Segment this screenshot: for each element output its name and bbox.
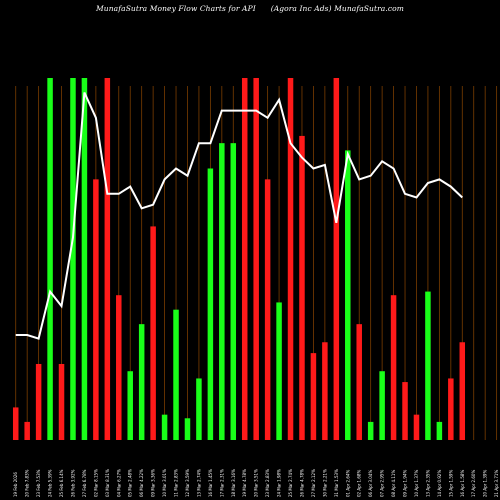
bar-down bbox=[390, 295, 397, 440]
x-tick-label: 23 Feb 7.53% bbox=[36, 469, 41, 497]
chart-title: MunafaSutra Money Flow Charts for API (A… bbox=[0, 4, 500, 13]
x-tick-label: 05 Mar 2.48% bbox=[128, 469, 133, 497]
bar-down bbox=[35, 363, 42, 440]
x-tick-label: 14 Apr 0.92% bbox=[437, 470, 442, 497]
bar-down bbox=[24, 421, 30, 440]
bar-up bbox=[379, 371, 385, 440]
bar-up bbox=[230, 143, 237, 440]
bar-up bbox=[138, 324, 145, 440]
x-tick-label: 18 Mar 3.16% bbox=[231, 469, 236, 497]
bar-down bbox=[264, 179, 271, 441]
bar-down bbox=[241, 78, 248, 440]
bar-up bbox=[219, 143, 225, 440]
x-tick-label: 21 Apr 3.71% bbox=[494, 470, 499, 497]
chart-title-text: MunafaSutra Money Flow Charts for API bbox=[96, 4, 256, 13]
x-tick-label: 13 Mar 2.74% bbox=[196, 469, 201, 497]
x-tick-label: 09 Apr 1.94% bbox=[403, 470, 408, 497]
bar-up bbox=[196, 378, 202, 440]
bar-down bbox=[448, 378, 454, 440]
x-tick-label: 20 Mar 3.51% bbox=[254, 469, 259, 497]
bar-down bbox=[58, 363, 65, 440]
x-tick-label: 16 Apr 1.58% bbox=[460, 470, 465, 497]
bar-down bbox=[322, 342, 328, 440]
x-tick-label: 08 Apr 4.11% bbox=[391, 470, 396, 497]
bar-up bbox=[173, 309, 179, 440]
x-tick-label: 17 Mar 2.31% bbox=[219, 469, 224, 497]
bar-up bbox=[161, 414, 168, 440]
x-tick-label: 16 Mar 1.45% bbox=[208, 469, 213, 497]
x-tick-label: 10 Apr 1.37% bbox=[414, 470, 419, 497]
bar-up bbox=[276, 302, 282, 440]
x-tick-label: 25 Mar 2.74% bbox=[288, 469, 293, 497]
x-tick-label: 23 Mar 2.83% bbox=[265, 469, 270, 497]
bar-up bbox=[345, 150, 351, 440]
bar-up bbox=[207, 168, 214, 440]
bar-up bbox=[127, 371, 133, 440]
bar-down bbox=[459, 342, 466, 440]
x-tick-label: 15 Apr 1.59% bbox=[448, 470, 453, 497]
x-tick-label: 10 Mar 3.01% bbox=[162, 469, 167, 497]
x-tick-label: 24 Mar 1.98% bbox=[277, 469, 282, 497]
x-tick-label: 04 Mar 6.27% bbox=[116, 469, 121, 497]
x-tick-label: 30 Mar 2.21% bbox=[322, 469, 327, 497]
x-tick-label: 09 Mar 3.36% bbox=[151, 469, 156, 497]
bar-down bbox=[413, 414, 420, 440]
x-tick-label: 31 Mar 1.53% bbox=[334, 469, 339, 497]
bar-up bbox=[436, 421, 443, 440]
x-tick-label: 27 Feb 6.78% bbox=[82, 469, 87, 497]
x-tick-label: 25 Feb 6.14% bbox=[59, 469, 64, 497]
x-tick-label: 06 Mar 4.22% bbox=[139, 469, 144, 497]
bar-down bbox=[287, 78, 294, 440]
x-tick-label: 26 Mar 4.78% bbox=[299, 469, 304, 497]
x-tick-label: 12 Mar 3.59% bbox=[185, 469, 190, 497]
bar-down bbox=[116, 295, 122, 440]
x-tick-label: 01 Apr 2.64% bbox=[345, 470, 350, 497]
bar-down bbox=[104, 78, 111, 440]
x-axis-labels: 19 Feb 2026 20 Feb 7.83% 23 Feb 7.53% 24 Fe… bbox=[13, 469, 499, 497]
x-tick-label: 06 Apr 3.04% bbox=[368, 470, 373, 497]
x-tick-label: 02 Apr 1.68% bbox=[357, 470, 362, 497]
x-tick-label: 17 Apr 2.60% bbox=[471, 470, 476, 497]
x-tick-label: 20 Feb 7.83% bbox=[25, 469, 30, 497]
bar-down bbox=[150, 226, 156, 440]
x-tick-label: 26 Feb 3.92% bbox=[70, 469, 75, 497]
price-line bbox=[15, 92, 463, 340]
bar-down bbox=[12, 407, 19, 440]
bar-down bbox=[310, 353, 317, 440]
bar-up bbox=[70, 78, 76, 440]
bar-up bbox=[47, 78, 53, 440]
x-tick-label: 11 Mar 2.83% bbox=[174, 469, 179, 497]
bar-up bbox=[81, 78, 88, 440]
x-tick-label: 19 Feb 2026 bbox=[13, 472, 18, 497]
x-tick-label: 27 Mar 2.12% bbox=[311, 469, 316, 497]
x-tick-label: 24 Feb 5.39% bbox=[48, 469, 53, 497]
bar-up bbox=[184, 418, 191, 440]
bar-down bbox=[402, 382, 408, 440]
bar-down bbox=[93, 179, 99, 441]
x-tick-label: 03 Mar 8.31% bbox=[105, 469, 110, 497]
x-tick-label: 13 Apr 2.35% bbox=[425, 470, 430, 497]
x-tick-label: 02 Mar 8.15% bbox=[93, 469, 98, 497]
bar-down bbox=[299, 135, 305, 441]
x-tick-label: 07 Apr 2.95% bbox=[380, 470, 385, 497]
x-tick-label: 19 Mar 4.78% bbox=[242, 469, 247, 497]
chart-subtitle-text: (Agora Inc Ads) MunafaSutra.com bbox=[270, 4, 404, 13]
bar-down bbox=[253, 78, 259, 440]
bar-up bbox=[367, 421, 374, 440]
bar-down bbox=[333, 78, 340, 440]
bar-down bbox=[356, 324, 362, 440]
bar-up bbox=[425, 291, 431, 440]
bars-group bbox=[12, 78, 466, 441]
x-tick-label: 20 Apr 1.39% bbox=[483, 470, 488, 497]
